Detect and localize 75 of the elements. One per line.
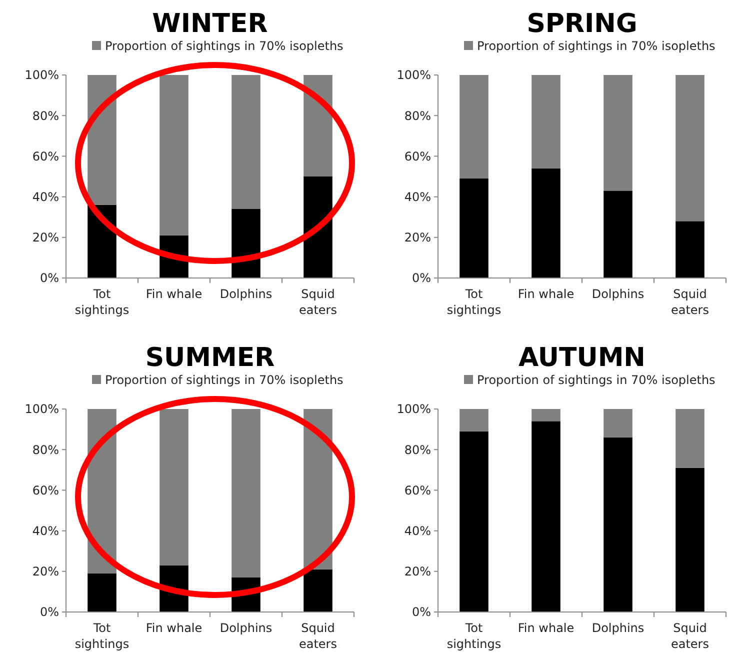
x-tick-label: Tot sightings [74, 621, 130, 651]
y-tick-label: 80% [32, 442, 59, 457]
bar [304, 569, 332, 612]
x-tick-label: Dolphins [220, 621, 272, 635]
y-tick-label: 100% [396, 68, 431, 82]
chart-title: AUTUMN [518, 343, 646, 373]
bar [604, 437, 632, 612]
bar [160, 409, 188, 566]
bar [676, 221, 704, 278]
y-tick-label: 40% [404, 190, 431, 204]
y-tick-label: 20% [32, 230, 59, 245]
bar [676, 409, 704, 468]
y-tick-label: 80% [404, 442, 431, 457]
y-tick-label: 20% [404, 564, 431, 579]
x-tick-label: Squid eaters [670, 287, 710, 317]
bar [232, 75, 260, 209]
x-tick-label: Tot sightings [446, 287, 502, 317]
y-tick-label: 100% [24, 68, 59, 82]
bar [604, 75, 632, 191]
bar [460, 178, 488, 278]
chart-title: WINTER [152, 9, 268, 39]
bar [532, 75, 560, 168]
y-tick-label: 40% [32, 524, 59, 538]
bar [460, 431, 488, 612]
bar [304, 176, 332, 278]
y-tick-label: 60% [32, 149, 59, 164]
y-tick-label: 0% [40, 605, 59, 620]
chart-title: SUMMER [145, 343, 275, 373]
y-tick-label: 60% [404, 483, 431, 498]
bar [88, 573, 116, 612]
x-tick-label: Dolphins [592, 621, 644, 635]
y-tick-label: 20% [32, 564, 59, 579]
legend-label: Proportion of sightings in 70% isopleths [105, 373, 344, 387]
legend-label: Proportion of sightings in 70% isopleths [477, 39, 716, 53]
y-tick-label: 80% [32, 108, 59, 123]
x-tick-label: Fin whale [146, 621, 202, 635]
x-tick-label: Squid eaters [670, 621, 710, 651]
y-tick-label: 20% [404, 230, 431, 245]
bar [460, 409, 488, 432]
bar [676, 468, 704, 612]
y-tick-label: 100% [396, 402, 431, 416]
y-tick-label: 80% [404, 108, 431, 123]
y-tick-label: 60% [404, 149, 431, 164]
legend-label: Proportion of sightings in 70% isopleths [105, 39, 344, 53]
bar [532, 421, 560, 612]
bar [604, 190, 632, 278]
y-tick-label: 60% [32, 483, 59, 498]
x-tick-label: Fin whale [518, 621, 574, 635]
y-tick-label: 100% [24, 402, 59, 416]
bar [604, 409, 632, 438]
bar [532, 409, 560, 422]
bar [532, 168, 560, 278]
x-tick-label: Tot sightings [446, 621, 502, 651]
y-tick-label: 0% [40, 271, 59, 286]
x-tick-label: Fin whale [518, 287, 574, 301]
bar [676, 75, 704, 222]
y-tick-label: 40% [404, 524, 431, 538]
bar [460, 75, 488, 179]
chart-title: SPRING [526, 9, 638, 39]
bar [304, 75, 332, 176]
x-tick-label: Dolphins [220, 287, 272, 301]
y-tick-label: 0% [412, 605, 431, 620]
x-tick-label: Dolphins [592, 287, 644, 301]
x-tick-label: Fin whale [146, 287, 202, 301]
bar [232, 409, 260, 578]
bar [88, 75, 116, 205]
x-tick-label: Squid eaters [298, 621, 338, 651]
y-tick-label: 40% [32, 190, 59, 204]
bar [160, 75, 188, 236]
legend-label: Proportion of sightings in 70% isopleths [477, 373, 716, 387]
bar [232, 208, 260, 278]
x-tick-label: Squid eaters [298, 287, 338, 317]
bar [304, 409, 332, 570]
y-tick-label: 0% [412, 271, 431, 286]
x-tick-label: Tot sightings [74, 287, 130, 317]
